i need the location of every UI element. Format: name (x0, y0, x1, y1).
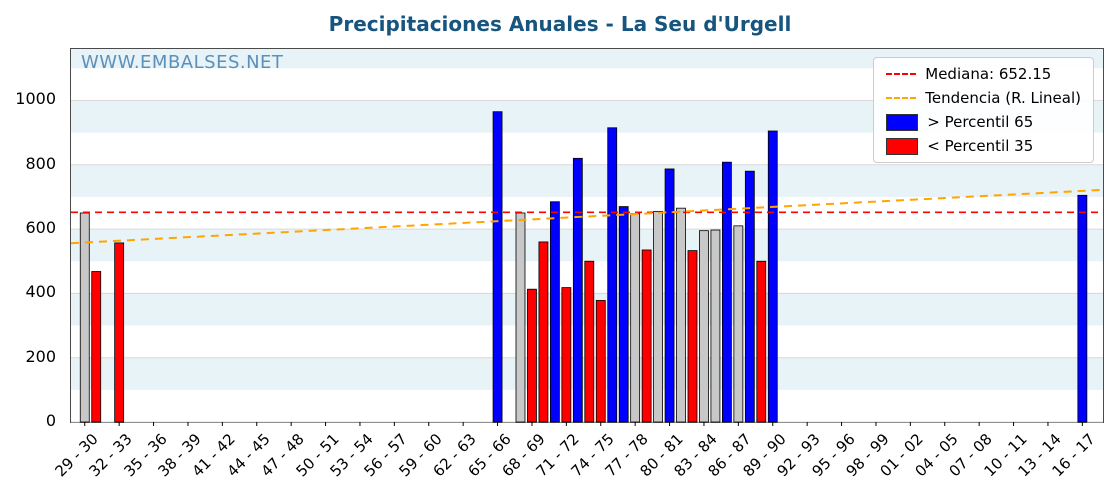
bar-81-82 (676, 207, 686, 423)
bar-76-77 (618, 206, 629, 423)
background-stripe (71, 49, 1103, 69)
bar-73-74 (584, 260, 595, 423)
legend-item: > Percentil 65 (886, 113, 1081, 131)
legend-label: Mediana: 652.15 (925, 65, 1052, 83)
bar-80-81 (664, 168, 675, 423)
bar-32-33 (114, 242, 125, 423)
legend-label: Tendencia (R. Lineal) (925, 89, 1081, 107)
watermark: WWW.EMBALSES.NET (81, 52, 284, 73)
y-tick-label: 200 (25, 346, 56, 366)
legend-item: Mediana: 652.15 (886, 65, 1081, 83)
bar-75-76 (607, 127, 618, 423)
bar-69-70 (538, 241, 549, 423)
trend-line (70, 188, 1104, 245)
bar-86-87 (733, 225, 744, 423)
legend-label: < Percentil 35 (927, 137, 1034, 155)
bar-84-85 (710, 229, 721, 423)
bar-29-30 (79, 212, 90, 423)
bar-72-73 (572, 157, 583, 423)
bar-79-80 (653, 210, 663, 423)
y-tick-label: 600 (25, 218, 56, 238)
bar-71-72 (561, 287, 572, 423)
bar-89-90 (767, 130, 778, 423)
y-tick-label: 1000 (15, 89, 56, 109)
bar-67-68 (515, 212, 526, 423)
plot-area: WWW.EMBALSES.NET Mediana: 652.15 Tendenci… (70, 48, 1104, 426)
bar-85-86 (721, 161, 732, 423)
legend-line-swatch (886, 97, 917, 99)
legend-label: > Percentil 65 (927, 113, 1034, 131)
y-tick-label: 800 (25, 153, 56, 173)
legend-patch-swatch (886, 137, 919, 155)
bar-74-75 (595, 300, 606, 423)
bar-88-89 (756, 260, 767, 423)
bar-87-88 (744, 170, 755, 423)
legend: Mediana: 652.15 Tendencia (R. Lineal) > Pe… (873, 57, 1094, 163)
legend-item: Tendencia (R. Lineal) (886, 89, 1081, 107)
background-stripe (71, 164, 1103, 197)
bar-30-31 (91, 271, 102, 423)
y-tick-label: 400 (25, 282, 56, 302)
background-stripe (71, 229, 1103, 262)
bar-77-78 (630, 213, 641, 423)
bar-16-17 (1077, 194, 1088, 423)
legend-patch-swatch (886, 113, 919, 131)
bar-70-71 (549, 201, 560, 423)
bar-68-69 (527, 288, 537, 423)
plot-canvas (70, 49, 1104, 426)
bar-82-83 (687, 250, 698, 423)
y-tick-label: 0 (45, 411, 56, 430)
bar-78-79 (641, 249, 652, 423)
bar-83-84 (699, 230, 709, 423)
legend-line-swatch (886, 73, 917, 75)
chart-title: Precipitaciones Anuales - La Seu d'Urgel… (328, 12, 792, 36)
legend-item: < Percentil 35 (886, 137, 1081, 155)
bar-65-66 (492, 111, 503, 423)
